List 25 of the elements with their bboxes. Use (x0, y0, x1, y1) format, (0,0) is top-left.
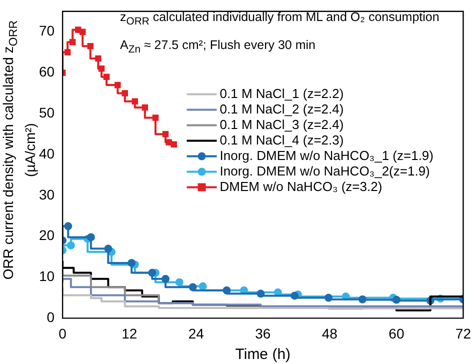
y-tick-label: 40 (38, 145, 55, 162)
x-tick-label: 60 (388, 325, 404, 342)
annotation: A$_{Zn}$ ≈ 27.5 cm²; Flush every 30 min (120, 36, 316, 57)
legend-label: Inorg. DMEM w/o NaHCO₃_1 (z=1.9) (220, 148, 434, 163)
y-tick-label: 0 (46, 309, 55, 326)
legend-label: Inorg. DMEM w/o NaHCO₃_2(z=1.9) (220, 163, 430, 178)
annotation: z$_{ORR}$ calculated individually from ML and O₂ consumption (120, 9, 440, 30)
legend-label: 0.1 M NaCl_4 (z=2.3) (220, 132, 344, 148)
y-tick-label: 50 (38, 104, 55, 121)
legend-label: DMEM w/o NaHCO₃ (z=3.2) (220, 178, 382, 194)
y-tick-label: 20 (38, 227, 55, 244)
legend-label: 0.1 M NaCl_2 (z=2.4) (220, 101, 344, 116)
legend-label: 0.1 M NaCl_3 (z=2.4) (220, 116, 344, 132)
x-tick-label: 24 (188, 325, 204, 342)
x-axis-title: Time (h) (235, 346, 291, 364)
y-tick-label: 70 (38, 22, 55, 39)
y-tick-label: 10 (38, 268, 55, 284)
x-tick-label: 48 (322, 325, 338, 342)
x-tick-label: 12 (122, 325, 138, 342)
y-tick-label: 30 (38, 186, 55, 202)
legend-label: 0.1 M NaCl_1 (z=2.2) (220, 86, 344, 101)
y-tick-label: 60 (38, 64, 55, 80)
x-tick-label: 72 (455, 325, 472, 342)
x-tick-label: 0 (58, 325, 67, 342)
x-tick-label: 36 (255, 325, 271, 342)
